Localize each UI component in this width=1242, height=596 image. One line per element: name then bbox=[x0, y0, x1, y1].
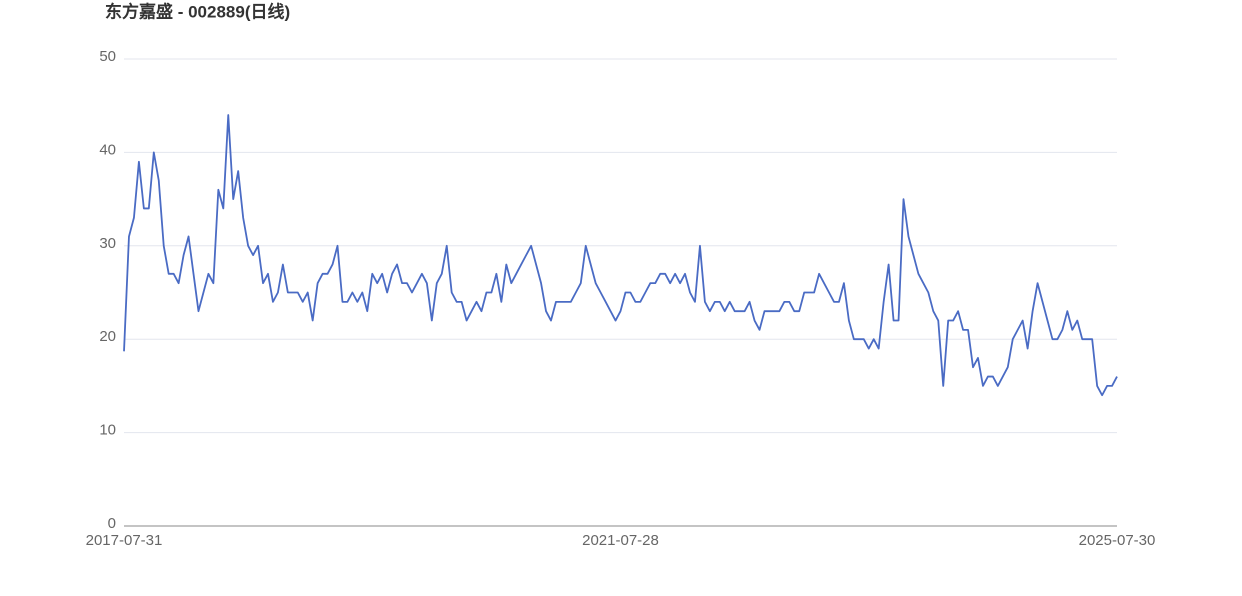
x-tick-label: 2017-07-31 bbox=[86, 532, 163, 549]
x-tick-label: 2021-07-28 bbox=[582, 532, 659, 549]
y-tick-label: 30 bbox=[99, 235, 116, 252]
chart-title: 东方嘉盛 - 002889(日线) bbox=[105, 1, 290, 21]
y-tick-label: 10 bbox=[99, 422, 116, 439]
price-line bbox=[123, 114, 1118, 397]
y-tick-label: 20 bbox=[99, 328, 116, 345]
y-tick-label: 40 bbox=[99, 141, 116, 158]
y-tick-label: 50 bbox=[99, 48, 116, 65]
y-tick-label: 0 bbox=[108, 515, 116, 532]
x-tick-label: 2025-07-30 bbox=[1079, 532, 1156, 549]
